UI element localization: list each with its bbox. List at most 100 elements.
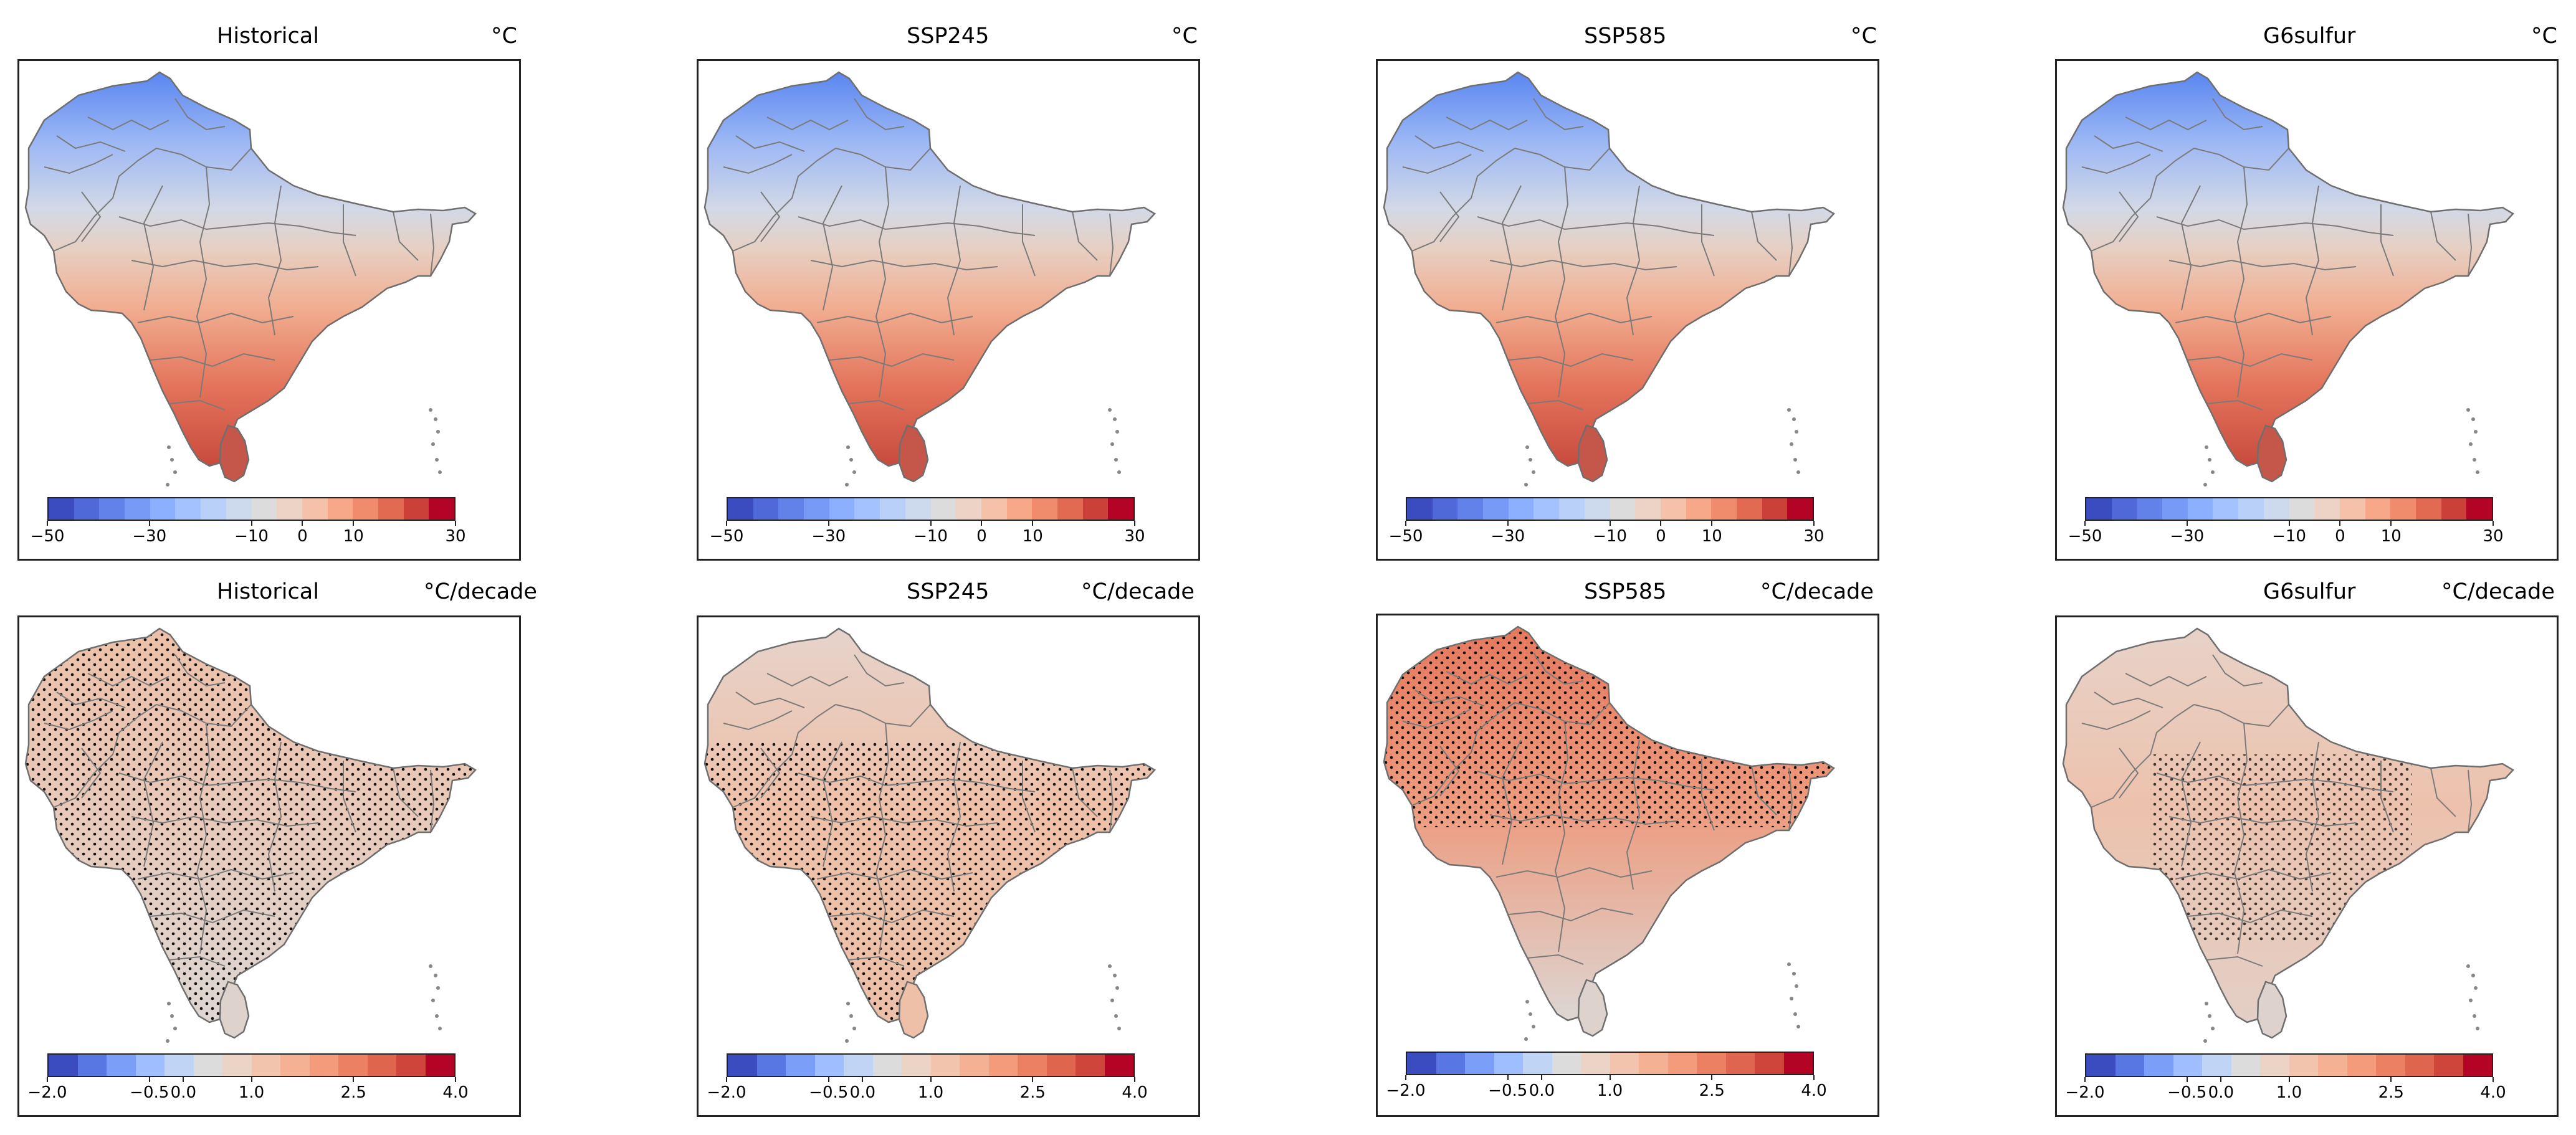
admin-border — [1402, 708, 1472, 729]
island — [852, 1027, 856, 1030]
colorbar-tick-mark — [726, 1077, 727, 1082]
map-frame: −50 −30 −10 0 10 30 — [2055, 59, 2559, 561]
island — [436, 986, 440, 990]
sri-lanka — [219, 424, 250, 483]
colorbar-segment — [251, 1055, 280, 1076]
island — [1108, 408, 1112, 412]
admin-border — [1439, 746, 1460, 797]
island — [1114, 1014, 1118, 1018]
panel-title: SSP585 — [1584, 579, 1667, 604]
island — [846, 445, 850, 449]
colorbar-segment — [1018, 1055, 1047, 1076]
admin-border — [2430, 211, 2456, 261]
colorbar-segment — [302, 498, 328, 520]
country-outline — [24, 71, 477, 467]
colorbar-segment — [1494, 1053, 1523, 1074]
admin-border — [816, 312, 973, 324]
colorbar-segment — [429, 498, 454, 520]
admin-border — [2081, 710, 2151, 731]
panel-unit: °C/decade — [1081, 579, 1195, 604]
map-frame: −2.0 −0.5 0.0 1.0 2.5 4.0 — [1376, 614, 1879, 1117]
colorbar-tick-label: 1.0 — [2276, 1083, 2302, 1102]
admin-border — [2081, 154, 2151, 174]
admin-border — [1477, 216, 1715, 236]
colorbar-segment — [930, 1055, 960, 1076]
colorbar-tick-mark — [47, 521, 48, 526]
island — [1117, 1027, 1121, 1030]
admin-border — [2468, 769, 2473, 833]
colorbar-tick-mark — [2288, 1077, 2290, 1082]
colorbar-tick-label: −30 — [811, 527, 846, 546]
colorbar-segment — [1457, 498, 1484, 520]
colorbar-segment — [2213, 498, 2239, 520]
colorbar-tick-label: 2.5 — [2378, 1083, 2404, 1102]
colorbar — [2085, 1053, 2493, 1077]
colorbar-tick-label: 1.0 — [238, 1083, 265, 1102]
region-map — [1383, 625, 1835, 1041]
colorbar-segment — [1762, 498, 1788, 520]
admin-border — [168, 956, 226, 967]
panel-unit: °C — [1851, 24, 1877, 49]
colorbar-segment — [2347, 1055, 2376, 1076]
admin-border — [118, 772, 356, 792]
island — [167, 1002, 171, 1005]
colorbar-segment — [2173, 1055, 2202, 1076]
panel-unit: °C/decade — [1760, 579, 1874, 604]
island — [2205, 445, 2208, 449]
admin-border — [2156, 216, 2394, 236]
colorbar-tick-mark — [1405, 1075, 1406, 1080]
colorbar-segment — [981, 498, 1007, 520]
admin-border — [732, 704, 836, 808]
admin-border — [1414, 690, 1484, 706]
colorbar-tick-mark — [1134, 1077, 1135, 1082]
island — [846, 1002, 850, 1005]
island — [2211, 1027, 2215, 1030]
island — [1793, 1012, 1797, 1016]
island — [1108, 964, 1112, 968]
colorbar-segment — [1407, 498, 1433, 520]
colorbar-tick-mark — [2220, 1077, 2222, 1082]
panel-title: G6sulfur — [2263, 24, 2356, 49]
admin-border — [1022, 204, 1036, 277]
sri-lanka — [2256, 981, 2287, 1039]
colorbar-segment — [2405, 1055, 2434, 1076]
colorbar-tick-mark — [1711, 521, 1713, 526]
admin-border — [1439, 191, 1460, 242]
admin-border — [847, 399, 905, 411]
colorbar-segment — [1104, 1055, 1133, 1076]
admin-border — [2168, 815, 2357, 827]
colorbar-segment — [2463, 1055, 2492, 1076]
admin-border — [2206, 956, 2263, 967]
sri-lanka — [2256, 424, 2287, 483]
island — [1532, 1025, 1535, 1028]
region-map — [1383, 71, 1835, 487]
panel-title: Historical — [217, 579, 319, 604]
colorbar-tick-mark — [47, 1077, 48, 1082]
admin-border — [723, 710, 793, 731]
colorbar-segment — [2314, 498, 2340, 520]
admin-border — [2175, 868, 2332, 880]
colorbar-tick-mark — [1032, 521, 1034, 526]
land-fill — [1384, 72, 1834, 466]
admin-border — [1489, 814, 1677, 825]
colorbar-segment — [2466, 498, 2492, 520]
admin-border — [829, 353, 955, 368]
colorbar — [2085, 497, 2493, 521]
colorbar-tick-mark — [1507, 521, 1509, 526]
island — [1113, 974, 1117, 977]
admin-border — [760, 191, 781, 242]
island — [1529, 1012, 1532, 1016]
colorbar-segment — [74, 498, 100, 520]
island — [2466, 408, 2470, 412]
admin-border — [196, 723, 211, 954]
admin-border — [1751, 211, 1777, 261]
colorbar-tick-mark — [1609, 1075, 1611, 1080]
island — [2203, 483, 2207, 487]
colorbar-tick-label: 0.0 — [170, 1083, 197, 1102]
island — [435, 1014, 439, 1018]
colorbar-segment — [829, 498, 855, 520]
panel-title: SSP245 — [907, 579, 990, 604]
admin-border — [1701, 759, 1715, 831]
admin-border — [1501, 185, 1522, 311]
colorbar-segment — [1610, 1053, 1639, 1074]
